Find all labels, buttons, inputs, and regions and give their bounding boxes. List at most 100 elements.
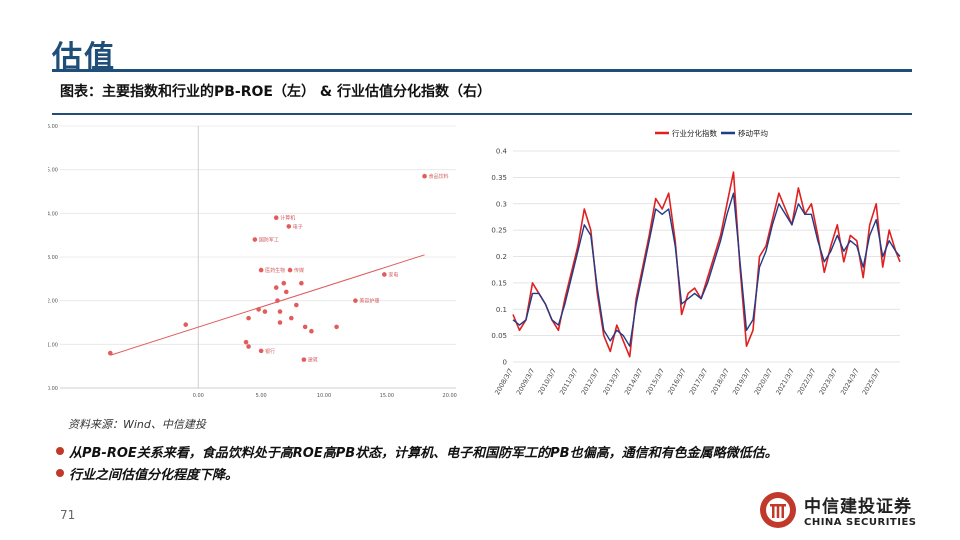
bullet-item: 行业之间估值分化程度下降。 [56, 462, 778, 484]
scatter-point [286, 224, 292, 229]
scatter-point [243, 339, 249, 345]
scatter-point [277, 309, 283, 314]
point-label: 传媒 [294, 267, 304, 274]
x-tick-label: 2018/3/7 [709, 367, 731, 396]
scatter-point [256, 307, 261, 312]
scatter-point [262, 309, 268, 314]
point-label: 电子 [293, 223, 303, 230]
x-tick-label: 2024/3/7 [839, 367, 861, 396]
x-tick-label: 2013/3/7 [601, 367, 623, 396]
x-tick-label: 2009/3/7 [515, 367, 537, 396]
scatter-point [289, 315, 294, 321]
logo-chinese-name: 中信建投证券 [804, 497, 912, 517]
x-tick-label: 2015/3/7 [645, 367, 667, 396]
scatter-point [302, 324, 308, 330]
scatter-point [252, 237, 258, 242]
point-label: 家电 [388, 271, 398, 278]
y-tick-label: 1.00 [48, 342, 58, 348]
source-note: 资料来源：Wind、中信建投 [68, 418, 206, 431]
x-tick-label: 20.00 [443, 393, 457, 399]
scatter-point [422, 173, 427, 179]
x-tick-label: 2023/3/7 [818, 367, 840, 396]
x-tick-label: 2012/3/7 [580, 367, 602, 396]
y-tick-label: 5.00 [48, 168, 58, 174]
y-tick-label: 0.05 [491, 332, 507, 340]
scatter-point [107, 350, 113, 356]
y-tick-label: 0 [503, 359, 507, 367]
x-tick-label: 2014/3/7 [623, 367, 645, 396]
y-tick-label: 0.3 [496, 200, 507, 208]
y-tick-label: 2.00 [48, 299, 58, 305]
y-tick-label: 0.4 [496, 148, 508, 156]
scatter-point [275, 298, 280, 303]
logo-english-name: CHINA SECURITIES [804, 517, 917, 528]
x-tick-label: 10.00 [317, 393, 331, 399]
y-tick-label: 0.2 [496, 253, 507, 261]
y-tick-label: 3.00 [48, 255, 58, 261]
caption-divider [52, 113, 912, 115]
bullet-item: 从PB-ROE关系来看，食品饮料处于高ROE高PB状态，计算机、电子和国防军工的… [56, 440, 778, 462]
scatter-point [353, 298, 358, 303]
point-label: 银行 [265, 348, 275, 355]
x-tick-label: 2021/3/7 [774, 367, 796, 396]
y-tick-label: 0.00 [48, 386, 58, 392]
bullet-dot-icon [56, 469, 64, 477]
pb-roe-scatter-chart: 0.00 1.00 2.00 3.00 4.00 5.00 6.00 0.00 5.00 10.0… [48, 124, 457, 399]
y-tick-label: 0.25 [491, 227, 507, 235]
x-tick-label: 2011/3/7 [558, 367, 580, 396]
page-number: 71 [60, 508, 76, 522]
point-label: 计算机 [280, 215, 295, 222]
bullet-text: 从PB-ROE关系来看，食品饮料处于高ROE高PB状态，计算机、电子和国防军工的… [69, 445, 778, 461]
title-divider [52, 69, 912, 72]
point-label: 食品饮料 [429, 173, 449, 180]
scatter-point [294, 302, 299, 308]
x-tick-label: 15.00 [380, 393, 394, 399]
china-securities-logo-icon [760, 492, 796, 528]
y-tick-label: 0.35 [491, 174, 507, 182]
scatter-point [246, 344, 251, 349]
point-label: 国防军工 [259, 237, 279, 244]
bullet-text: 行业之间估值分化程度下降。 [69, 467, 239, 483]
trend-line [110, 254, 425, 356]
scatter-point [258, 348, 264, 354]
scatter-point [309, 328, 314, 334]
series-line-moving-average [512, 192, 901, 347]
scatter-point [281, 280, 287, 286]
valuation-dispersion-line-chart: 0 0.05 0.1 0.15 0.2 0.25 0.3 0.35 0.4 2008/3/7 200… [491, 128, 901, 396]
company-logo: 中信建投证券 CHINA SECURITIES [758, 490, 917, 530]
y-tick-label: 0.15 [491, 279, 507, 287]
scatter-point [382, 272, 387, 277]
series-line-dispersion [512, 171, 901, 358]
figure-caption: 图表：主要指数和行业的PB-ROE（左） & 行业估值分化指数（右） [60, 84, 491, 100]
scatter-point [273, 285, 279, 290]
scatter-point [246, 315, 251, 321]
x-tick-label: 2020/3/7 [753, 367, 775, 396]
legend-label: 行业分化指数 [672, 128, 717, 138]
x-tick-label: 2025/3/7 [861, 367, 883, 396]
x-tick-label: 2016/3/7 [666, 367, 688, 396]
point-label: 美容护理 [359, 298, 379, 305]
scatter-point [277, 320, 283, 325]
scatter-point [273, 215, 279, 220]
legend-label: 移动平均 [738, 128, 768, 138]
scatter-point [258, 267, 264, 273]
y-tick-label: 6.00 [48, 124, 58, 130]
x-tick-label: 2010/3/7 [536, 367, 558, 396]
x-tick-label: 2017/3/7 [688, 367, 710, 396]
bullet-list: 从PB-ROE关系来看，食品饮料处于高ROE高PB状态，计算机、电子和国防军工的… [56, 440, 778, 484]
bullet-dot-icon [56, 447, 64, 455]
x-tick-label: 2022/3/7 [796, 367, 818, 396]
x-tick-label: 2019/3/7 [731, 367, 753, 396]
scatter-point [299, 280, 304, 286]
x-tick-label: 5.00 [256, 393, 267, 399]
y-tick-label: 0.1 [496, 306, 507, 314]
point-label: 医药生物 [265, 267, 285, 274]
scatter-point [283, 289, 289, 295]
scatter-point [183, 322, 189, 327]
scatter-point [334, 324, 339, 330]
x-tick-label: 2008/3/7 [493, 367, 515, 396]
point-label: 建筑 [308, 357, 318, 364]
y-tick-label: 4.00 [48, 211, 58, 217]
scatter-point [301, 357, 307, 362]
scatter-point [287, 267, 293, 273]
